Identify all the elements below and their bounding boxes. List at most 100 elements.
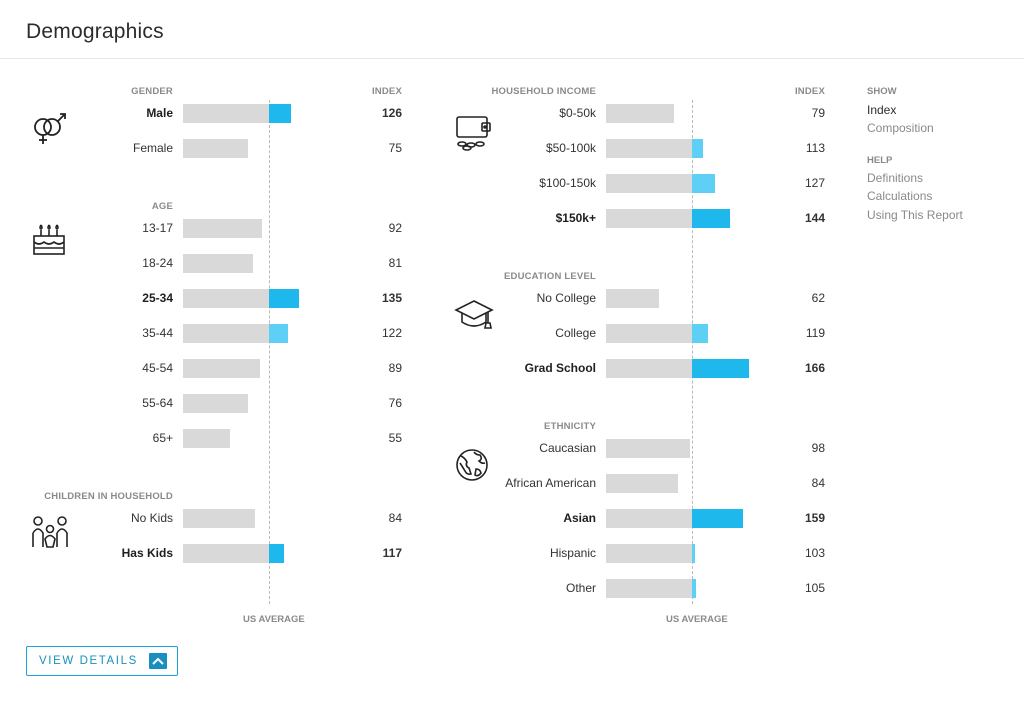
index-bar	[183, 359, 260, 378]
gender-icon	[30, 110, 70, 155]
section-title: AGE	[151, 201, 173, 212]
index-bar	[183, 429, 231, 448]
index-bar	[606, 439, 691, 458]
index-bar	[183, 324, 269, 343]
chevron-up-icon	[149, 653, 167, 669]
index-bar	[606, 104, 674, 123]
index-bar	[606, 139, 692, 158]
help-calculations-link[interactable]: Calculations	[867, 189, 933, 203]
above-average-bar	[692, 544, 695, 563]
birthday-cake-icon	[30, 222, 68, 263]
row-label: $0-50k	[559, 106, 596, 120]
row-label: $150k+	[555, 211, 596, 225]
index-bar	[606, 289, 660, 308]
row-index-value: 89	[388, 361, 402, 375]
row-index-value: 166	[804, 361, 825, 375]
index-bar	[183, 219, 263, 238]
row-index-value: 84	[388, 511, 402, 525]
index-bar	[606, 544, 692, 563]
index-bar	[606, 509, 692, 528]
row-index-value: 126	[381, 106, 402, 120]
help-using-report-link[interactable]: Using This Report	[867, 208, 963, 222]
section-title: HOUSEHOLD INCOME	[491, 86, 596, 97]
row-label: Caucasian	[539, 441, 596, 455]
index-bar	[183, 509, 256, 528]
index-bar	[606, 579, 692, 598]
graduation-cap-icon	[454, 297, 494, 338]
us-average-label: US AVERAGE	[666, 614, 728, 625]
globe-icon	[454, 447, 490, 488]
us-average-line	[269, 100, 270, 604]
row-index-value: 135	[381, 291, 402, 305]
index-bar	[606, 174, 692, 193]
index-bar	[606, 209, 692, 228]
section-title: EDUCATION LEVEL	[503, 271, 596, 282]
help-header: HELP	[867, 155, 893, 166]
index-bar	[606, 324, 692, 343]
show-header: SHOW	[867, 86, 897, 97]
row-index-value: 117	[382, 546, 402, 560]
above-average-bar	[269, 544, 284, 563]
index-bar	[183, 104, 269, 123]
above-average-bar	[692, 209, 730, 228]
index-header: INDEX	[794, 86, 825, 97]
row-index-value: 144	[804, 211, 825, 225]
row-label: 55-64	[142, 396, 173, 410]
row-index-value: 122	[381, 326, 402, 340]
index-bar	[183, 289, 269, 308]
section-title: GENDER	[131, 86, 173, 97]
row-label: Other	[565, 581, 596, 595]
row-label: 18-24	[142, 256, 173, 270]
row-label: No College	[536, 291, 596, 305]
row-label: $50-100k	[545, 141, 596, 155]
index-bar	[606, 474, 679, 493]
us-average-label: US AVERAGE	[243, 614, 305, 625]
row-label: 65+	[152, 431, 173, 445]
us-average-line	[692, 100, 693, 604]
row-index-value: 75	[388, 141, 402, 155]
above-average-bar	[692, 139, 704, 158]
row-label: Male	[146, 106, 173, 120]
row-index-value: 105	[804, 581, 825, 595]
row-index-value: 119	[805, 326, 825, 340]
page-title: Demographics	[26, 20, 164, 43]
row-index-value: 113	[805, 141, 825, 155]
section-title: ETHNICITY	[544, 421, 596, 432]
view-details-label: VIEW DETAILS	[39, 655, 138, 667]
above-average-bar	[692, 359, 749, 378]
row-index-value: 98	[811, 441, 825, 455]
above-average-bar	[692, 509, 743, 528]
row-index-value: 92	[388, 221, 402, 235]
above-average-bar	[692, 324, 709, 343]
above-average-bar	[269, 324, 288, 343]
above-average-bar	[269, 104, 292, 123]
view-details-button[interactable]: VIEW DETAILS	[26, 646, 178, 676]
row-label: 45-54	[142, 361, 173, 375]
index-bar	[183, 394, 249, 413]
help-definitions-link[interactable]: Definitions	[867, 171, 924, 185]
page-header: Demographics	[0, 0, 1024, 59]
row-index-value: 159	[804, 511, 825, 525]
row-label: Asian	[563, 511, 596, 525]
row-label: College	[555, 326, 596, 340]
index-bar	[183, 254, 253, 273]
row-label: 13-17	[142, 221, 173, 235]
row-label: African American	[505, 476, 596, 490]
show-index-link[interactable]: Index	[867, 103, 897, 117]
row-label: Grad School	[524, 361, 596, 375]
row-index-value: 84	[811, 476, 825, 490]
row-index-value: 76	[388, 396, 402, 410]
above-average-bar	[269, 289, 300, 308]
family-icon	[30, 515, 70, 556]
above-average-bar	[692, 174, 716, 193]
section-title: CHILDREN IN HOUSEHOLD	[44, 491, 173, 502]
row-index-value: 79	[811, 106, 825, 120]
row-label: Female	[132, 141, 173, 155]
row-label: Hispanic	[549, 546, 596, 560]
row-index-value: 81	[388, 256, 402, 270]
show-composition-link[interactable]: Composition	[867, 121, 934, 135]
row-label: $100-150k	[539, 176, 596, 190]
row-label: 35-44	[142, 326, 173, 340]
row-label: 25-34	[142, 291, 173, 305]
row-label: Has Kids	[121, 546, 173, 560]
